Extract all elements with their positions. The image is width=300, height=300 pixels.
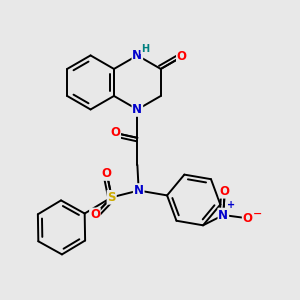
Text: O: O [90,208,100,221]
Text: H: H [141,44,149,54]
Text: O: O [110,127,120,140]
Text: O: O [177,50,187,63]
Text: +: + [227,200,236,210]
Text: O: O [243,212,253,225]
Text: O: O [220,185,230,198]
Text: N: N [218,208,228,221]
Text: N: N [132,49,142,62]
Text: N: N [132,103,142,116]
Text: O: O [102,167,112,180]
Text: N: N [134,184,144,197]
Text: −: − [253,208,262,218]
Text: S: S [107,191,116,204]
